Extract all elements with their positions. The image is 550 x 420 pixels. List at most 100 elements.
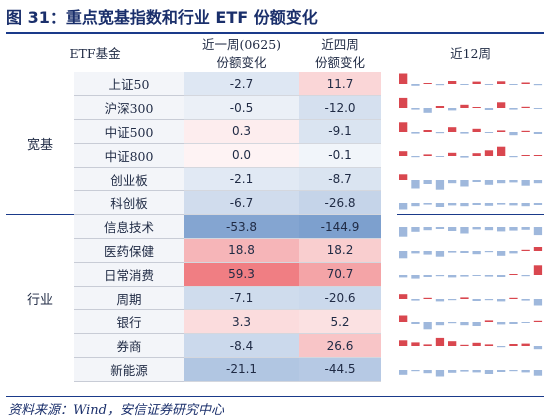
week4-change: -0.1 <box>299 143 382 168</box>
header-week4-line2: 份额变化 <box>315 54 366 70</box>
spacer-cell <box>381 191 397 215</box>
spark-bar <box>423 203 432 205</box>
spark-bar <box>423 250 432 255</box>
spark-bar <box>533 369 543 376</box>
spark-bar <box>460 179 469 187</box>
spark-bar <box>509 273 518 275</box>
table-body: 宽基 上证50 -2.7 11.7 沪深300 -0.5 -12.0 中证500 0.3 -9.1… <box>6 72 545 382</box>
week12-sparkline <box>397 72 544 96</box>
spacer-cell <box>381 72 397 96</box>
week1-change: 0.3 <box>184 119 300 144</box>
spark-bar <box>533 154 543 156</box>
spark-bar <box>497 227 506 232</box>
spark-bar <box>484 274 494 277</box>
spacer-cell <box>381 286 397 310</box>
week12-sparkline <box>397 286 544 310</box>
spark-bar <box>448 127 457 132</box>
spark-bar <box>484 250 494 253</box>
week12-sparkline <box>397 334 544 358</box>
week1-change: 59.3 <box>184 262 300 287</box>
week4-change: 26.6 <box>299 333 382 359</box>
spark-bar <box>497 250 506 256</box>
spark-bar <box>435 298 445 301</box>
week12-sparkline <box>397 120 544 144</box>
spark-bar <box>423 344 432 347</box>
spark-bar <box>399 73 408 85</box>
spark-bar <box>448 250 457 253</box>
spark-bar <box>435 250 445 257</box>
week1-change: -0.5 <box>184 95 300 121</box>
row-name: 沪深300 <box>74 95 185 121</box>
sparkline-svg <box>399 265 543 279</box>
spark-bar <box>435 227 445 230</box>
spark-bar <box>460 250 469 253</box>
spark-bar <box>423 83 432 85</box>
week12-sparkline <box>397 167 544 191</box>
spark-bar <box>497 102 506 109</box>
row-name: 周期 <box>74 286 185 311</box>
spark-bar <box>448 108 457 111</box>
sparkline-svg <box>399 293 543 306</box>
week4-change: 70.7 <box>299 262 382 287</box>
spark-bar <box>460 155 469 158</box>
week1-change: -2.1 <box>184 167 300 192</box>
spark-bar <box>472 128 481 132</box>
sparkline-svg <box>399 315 543 330</box>
header-week12: 近12周 <box>450 45 491 61</box>
spark-bar <box>509 155 518 157</box>
spark-bar <box>472 179 481 182</box>
week4-change: -44.5 <box>299 357 382 382</box>
spark-bar <box>472 203 481 206</box>
spark-bar <box>435 203 445 208</box>
spark-bar <box>509 227 518 232</box>
spark-bar <box>521 130 530 132</box>
table-row: 中证500 0.3 -9.1 <box>6 119 544 144</box>
spark-bar <box>509 322 518 325</box>
week1-change: -7.1 <box>184 286 300 311</box>
row-name: 创业板 <box>74 167 185 192</box>
spark-bar <box>399 150 408 156</box>
spark-bar <box>521 106 530 109</box>
spark-bar <box>411 274 420 279</box>
spark-bar <box>521 227 530 231</box>
spark-bar <box>509 297 518 299</box>
spark-bar <box>509 203 518 206</box>
spark-bar <box>448 152 457 156</box>
spark-bar <box>448 322 457 324</box>
header-week1-line1: 近一周(0625) <box>201 36 282 52</box>
table-row: 创业板 -2.1 -8.7 <box>6 167 544 192</box>
spark-bar <box>509 344 518 347</box>
spark-bar <box>423 274 432 277</box>
spark-bar <box>460 344 469 347</box>
spark-bar <box>411 342 420 347</box>
spark-bar <box>533 246 543 251</box>
spark-bar <box>399 122 408 132</box>
week1-change: 0.0 <box>184 143 300 168</box>
spark-bar <box>448 227 457 232</box>
spacer-cell <box>381 96 397 120</box>
spark-bar <box>521 203 530 207</box>
week4-change: -12.0 <box>299 95 382 121</box>
spark-bar <box>411 131 420 134</box>
table-row: 日常消费 59.3 70.7 <box>6 262 544 287</box>
header-week4-line1: 近四周 <box>321 36 359 52</box>
spacer-cell <box>381 358 397 382</box>
spark-bar <box>460 84 469 86</box>
spacer-cell <box>381 310 397 334</box>
spark-bar <box>435 106 445 109</box>
spark-bar <box>448 341 457 347</box>
spark-bar <box>509 131 518 136</box>
spark-bar <box>435 274 445 276</box>
header-week4: 近四周 份额变化 <box>299 35 381 72</box>
spark-bar <box>521 179 530 186</box>
spark-bar <box>460 203 469 207</box>
spark-bar <box>460 369 469 372</box>
spark-bar <box>521 154 530 156</box>
spark-bar <box>533 346 543 350</box>
table-row: 新能源 -21.1 -44.5 <box>6 357 544 382</box>
spark-bar <box>411 179 420 189</box>
spark-bar <box>423 154 432 156</box>
week4-change: 11.7 <box>299 72 382 97</box>
spark-bar <box>521 369 530 373</box>
top-rule <box>6 32 544 34</box>
